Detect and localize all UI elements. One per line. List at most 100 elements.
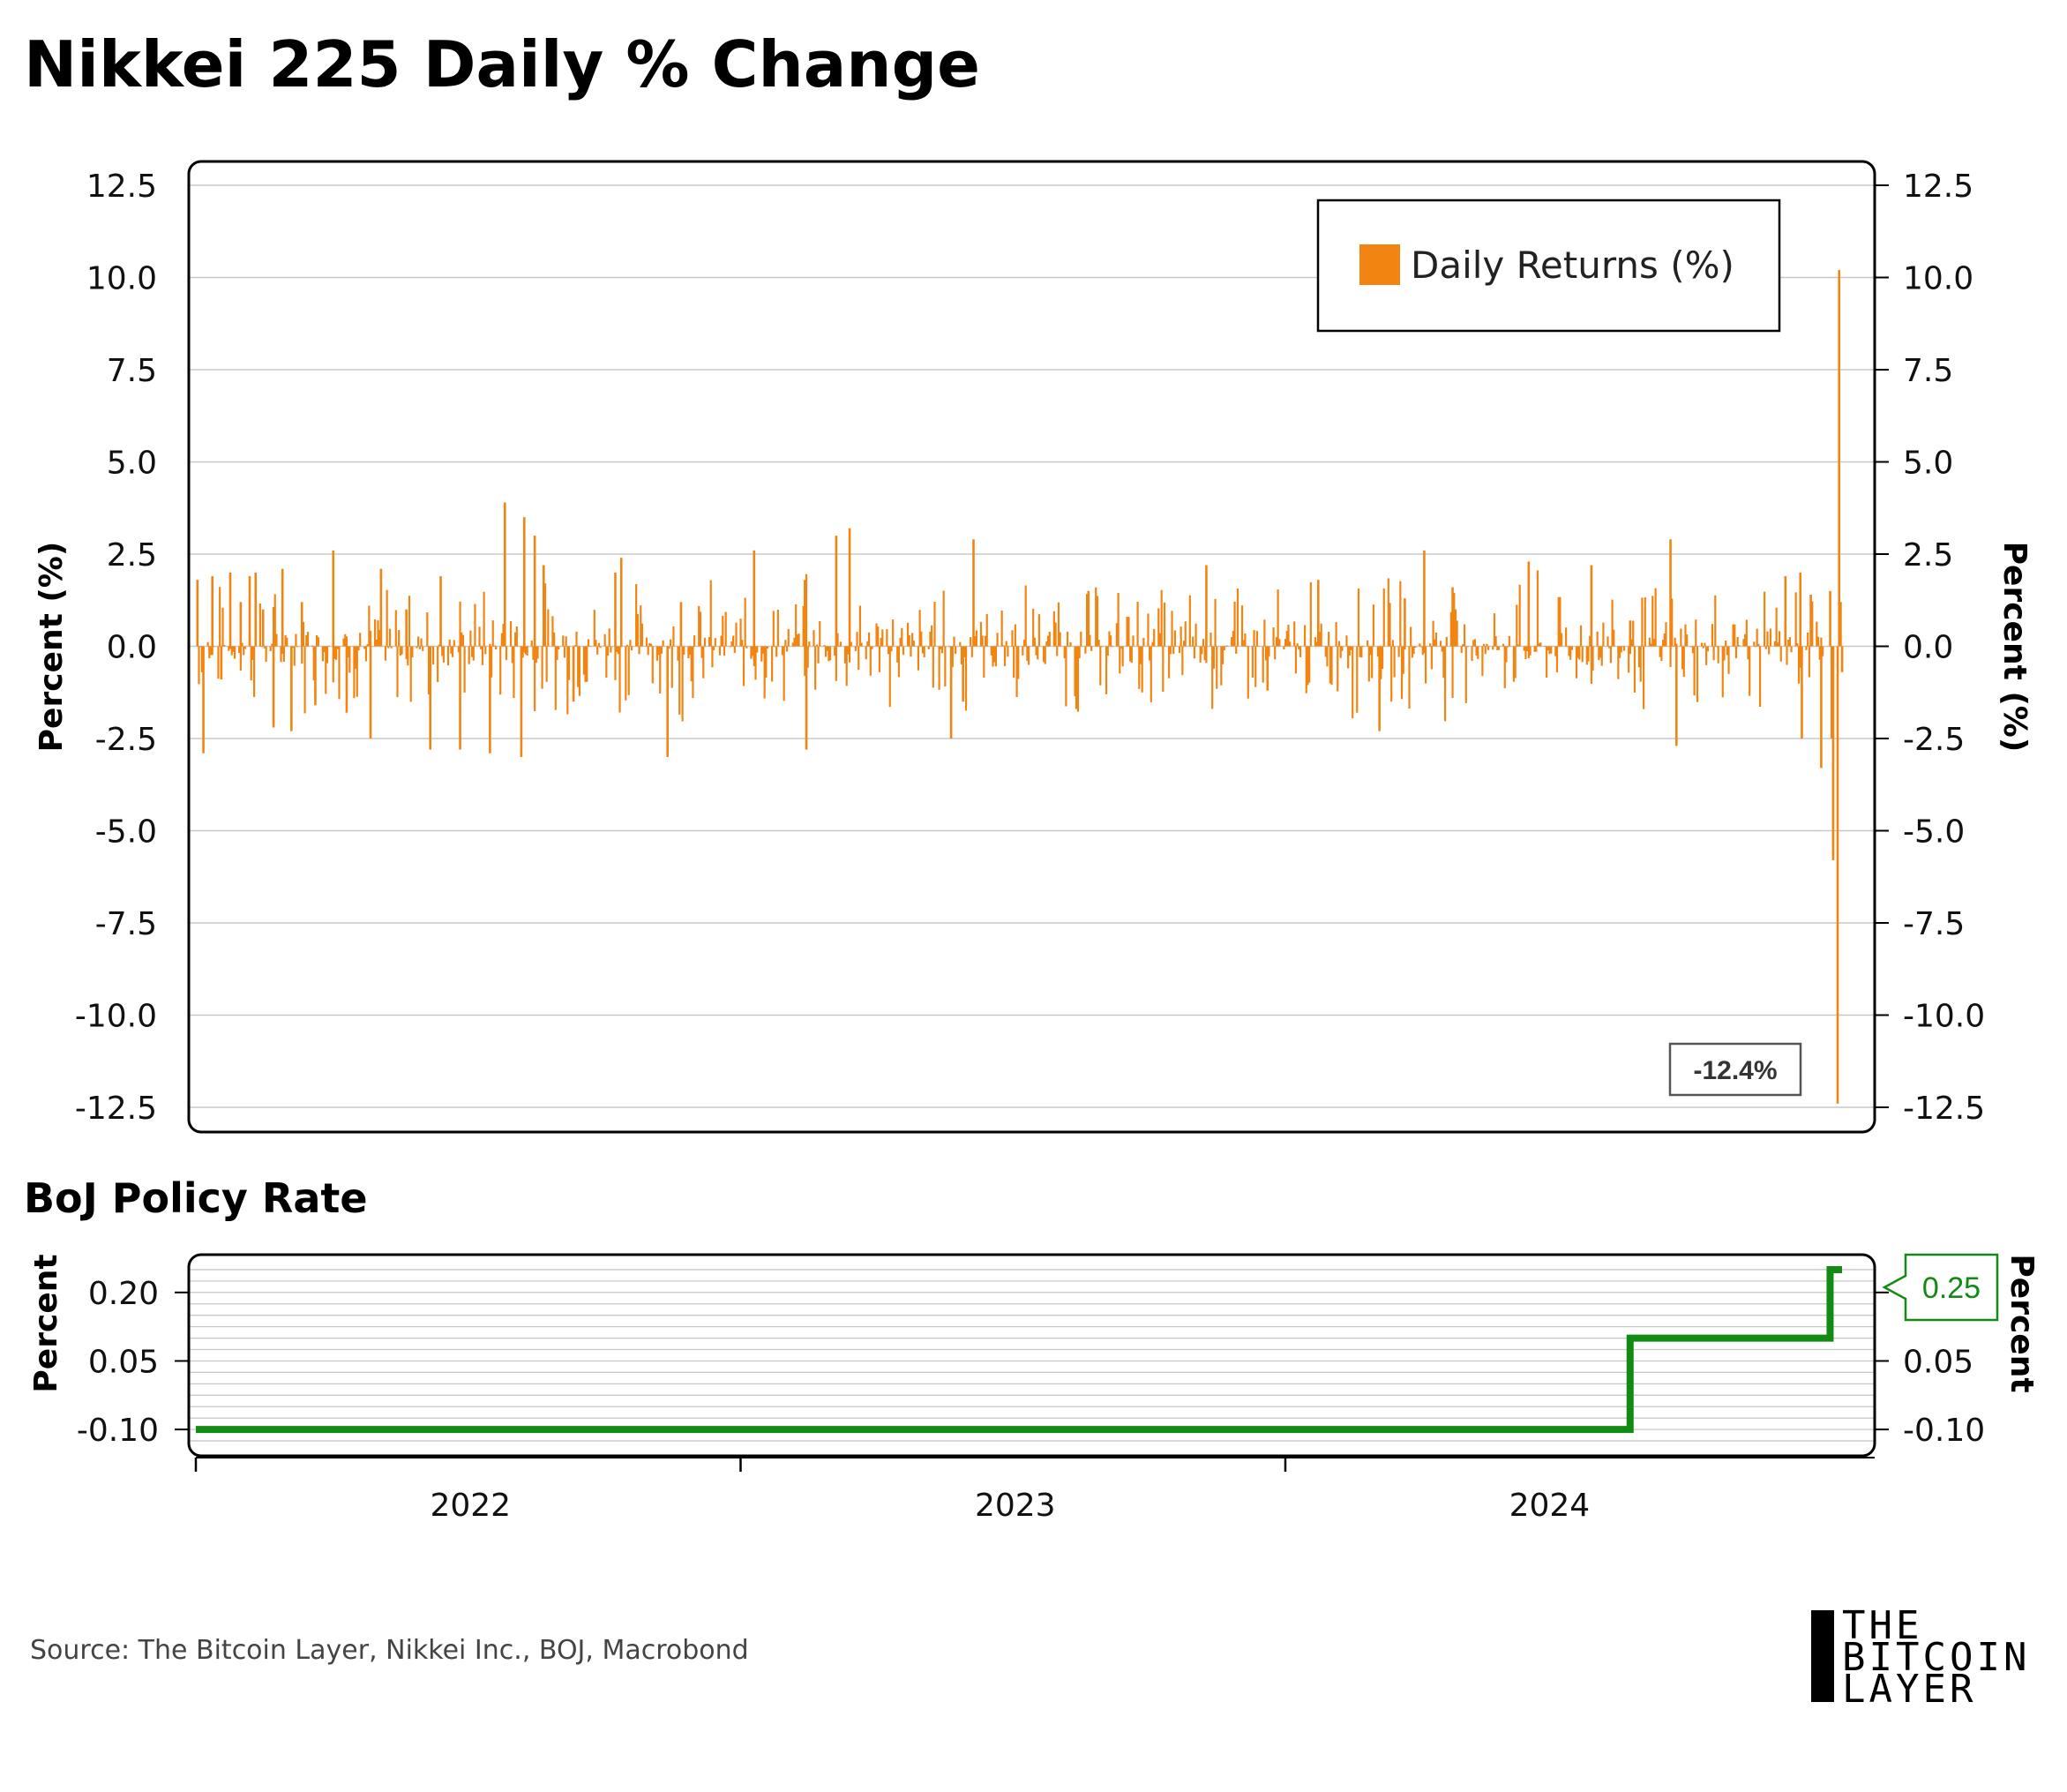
returns-bar-minor: [1650, 643, 1652, 647]
returns-bar-minor: [327, 645, 330, 647]
returns-bar-minor: [1305, 646, 1307, 694]
returns-bar-minor: [563, 646, 566, 658]
returns-bar-minor: [1099, 646, 1102, 686]
returns-bar-minor: [1745, 619, 1748, 647]
returns-bar-minor: [906, 622, 910, 647]
returns-bar-minor: [1693, 646, 1696, 696]
returns-bar-minor: [1115, 623, 1119, 647]
returns-bar-minor: [1202, 639, 1205, 647]
returns-bar-minor: [813, 630, 815, 647]
returns-bar-minor: [1285, 631, 1288, 647]
returns-bar-minor: [1293, 621, 1296, 647]
returns-bar-minor: [917, 646, 920, 671]
returns-bar-minor: [1486, 643, 1488, 647]
returns-bar-minor: [387, 646, 390, 649]
x-axis-tick-label: 2024: [1509, 1488, 1591, 1524]
returns-bar-minor: [1623, 646, 1626, 651]
returns-bar-minor: [877, 626, 880, 647]
returns-bar-minor: [640, 605, 642, 647]
returns-bar-minor: [655, 646, 658, 661]
returns-bar-minor: [1169, 646, 1172, 655]
returns-bar-minor: [1756, 628, 1758, 647]
returns-bar-minor: [408, 596, 411, 647]
returns-bar-minor: [975, 630, 977, 647]
returns-bar-minor: [1181, 646, 1184, 676]
returns-bar: [522, 517, 526, 647]
returns-bar-minor: [808, 641, 811, 647]
returns-bar-minor: [638, 646, 640, 655]
returns-bar-minor: [1274, 646, 1277, 660]
returns-bar-minor: [233, 646, 236, 659]
returns-bar-minor: [1032, 609, 1035, 647]
returns-bar-minor: [878, 646, 881, 672]
returns-bar-minor: [291, 646, 295, 649]
returns-bar-minor: [974, 635, 977, 647]
returns-bar-minor: [401, 646, 403, 655]
returns-bar-minor: [918, 610, 921, 647]
returns-bar-minor: [627, 646, 630, 695]
returns-bar-minor: [1618, 646, 1621, 658]
returns-bar-minor: [272, 606, 275, 647]
returns-bar-minor: [1766, 631, 1769, 647]
returns-bar-minor: [1705, 646, 1708, 665]
returns-bar-minor: [405, 646, 408, 660]
returns-bar-minor: [890, 646, 893, 652]
returns-bar-minor: [252, 646, 256, 697]
returns-bar-minor: [1524, 646, 1527, 659]
returns-bar-minor: [944, 646, 947, 686]
returns-bar: [1205, 565, 1208, 647]
returns-bar-minor: [1084, 646, 1087, 654]
returns-bar-minor: [470, 646, 474, 657]
returns-bar: [949, 646, 953, 739]
returns-bar-minor: [1617, 646, 1620, 679]
returns-bar-minor: [1659, 646, 1661, 657]
returns-bar-minor: [1275, 637, 1278, 647]
returns-bar-minor: [1078, 646, 1081, 659]
returns-bar-minor: [1508, 635, 1510, 647]
returns-bar-minor: [1402, 646, 1404, 674]
returns-bar-minor: [1568, 646, 1570, 656]
returns-bar-minor: [1606, 636, 1609, 647]
returns-bar-minor: [1429, 643, 1432, 647]
returns-bar-minor: [1268, 646, 1270, 656]
returns-bar-minor: [1456, 620, 1458, 647]
returns-bar-minor: [1633, 646, 1636, 693]
returns-bar-minor: [263, 646, 266, 649]
returns-bar-minor: [688, 646, 692, 656]
returns-y-tick-label-right: -12.5: [1903, 1091, 1985, 1127]
returns-bar-minor: [1318, 632, 1322, 647]
returns-bar-minor: [1085, 594, 1089, 647]
returns-bar-minor: [558, 646, 560, 650]
returns-y-tick-label-left: -12.5: [75, 1091, 157, 1127]
returns-y-tick-label-right: -10.0: [1903, 999, 1985, 1035]
returns-bar: [805, 646, 808, 750]
returns-y-tick-label-left: 7.5: [107, 353, 157, 389]
returns-bar: [1829, 590, 1831, 647]
returns-bar-minor: [1178, 646, 1181, 654]
returns-bar-minor: [1299, 646, 1302, 657]
returns-bar-minor: [1441, 646, 1443, 652]
returns-bar-minor: [459, 601, 461, 647]
returns-bar-minor: [1434, 632, 1438, 647]
returns-bar-minor: [796, 634, 798, 647]
returns-bar-minor: [1669, 646, 1672, 667]
returns-bar-minor: [1320, 623, 1322, 647]
returns-bar-minor: [854, 646, 857, 651]
returns-bar-minor: [1254, 646, 1257, 687]
returns-bar-minor: [481, 646, 484, 665]
returns-y-tick-label-left: 10.0: [86, 261, 157, 297]
returns-bar-minor: [714, 638, 716, 647]
returns-bar-minor: [1695, 619, 1697, 647]
returns-bar-minor: [275, 634, 278, 647]
returns-bar-minor: [1337, 646, 1339, 692]
returns-bar-minor: [635, 584, 638, 647]
returns-bar-minor: [1309, 581, 1312, 647]
returns-bar-minor: [545, 646, 548, 682]
returns-bar-minor: [603, 634, 606, 647]
returns-bar-minor: [1076, 646, 1080, 712]
returns-y-tick-label-right: 10.0: [1903, 261, 1973, 297]
returns-bar-minor: [1550, 646, 1553, 654]
returns-bar-minor: [577, 646, 580, 687]
returns-bar-minor: [1493, 613, 1496, 647]
returns-bar-minor: [610, 646, 612, 653]
